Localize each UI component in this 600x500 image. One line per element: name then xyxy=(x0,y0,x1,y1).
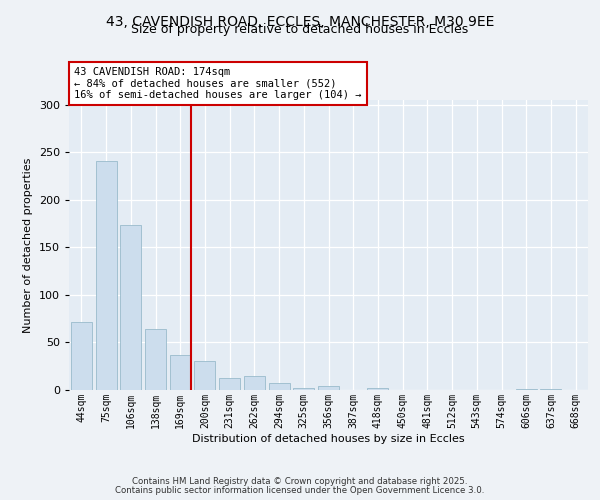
Y-axis label: Number of detached properties: Number of detached properties xyxy=(23,158,33,332)
Bar xyxy=(120,224,141,390)
Text: Contains HM Land Registry data © Crown copyright and database right 2025.: Contains HM Land Registry data © Crown c… xyxy=(132,477,468,486)
Bar xyxy=(516,389,537,390)
Bar xyxy=(145,329,166,390)
Bar xyxy=(71,322,92,390)
Bar xyxy=(95,161,116,390)
Text: 43 CAVENDISH ROAD: 174sqm
← 84% of detached houses are smaller (552)
16% of semi: 43 CAVENDISH ROAD: 174sqm ← 84% of detac… xyxy=(74,67,362,100)
Text: 43, CAVENDISH ROAD, ECCLES, MANCHESTER, M30 9EE: 43, CAVENDISH ROAD, ECCLES, MANCHESTER, … xyxy=(106,15,494,29)
Bar xyxy=(219,378,240,390)
Bar xyxy=(367,388,388,390)
Text: Contains public sector information licensed under the Open Government Licence 3.: Contains public sector information licen… xyxy=(115,486,485,495)
X-axis label: Distribution of detached houses by size in Eccles: Distribution of detached houses by size … xyxy=(192,434,465,444)
Bar xyxy=(170,355,191,390)
Bar xyxy=(269,384,290,390)
Bar xyxy=(541,389,562,390)
Bar xyxy=(194,362,215,390)
Text: Size of property relative to detached houses in Eccles: Size of property relative to detached ho… xyxy=(131,22,469,36)
Bar xyxy=(244,376,265,390)
Bar xyxy=(318,386,339,390)
Bar xyxy=(293,388,314,390)
